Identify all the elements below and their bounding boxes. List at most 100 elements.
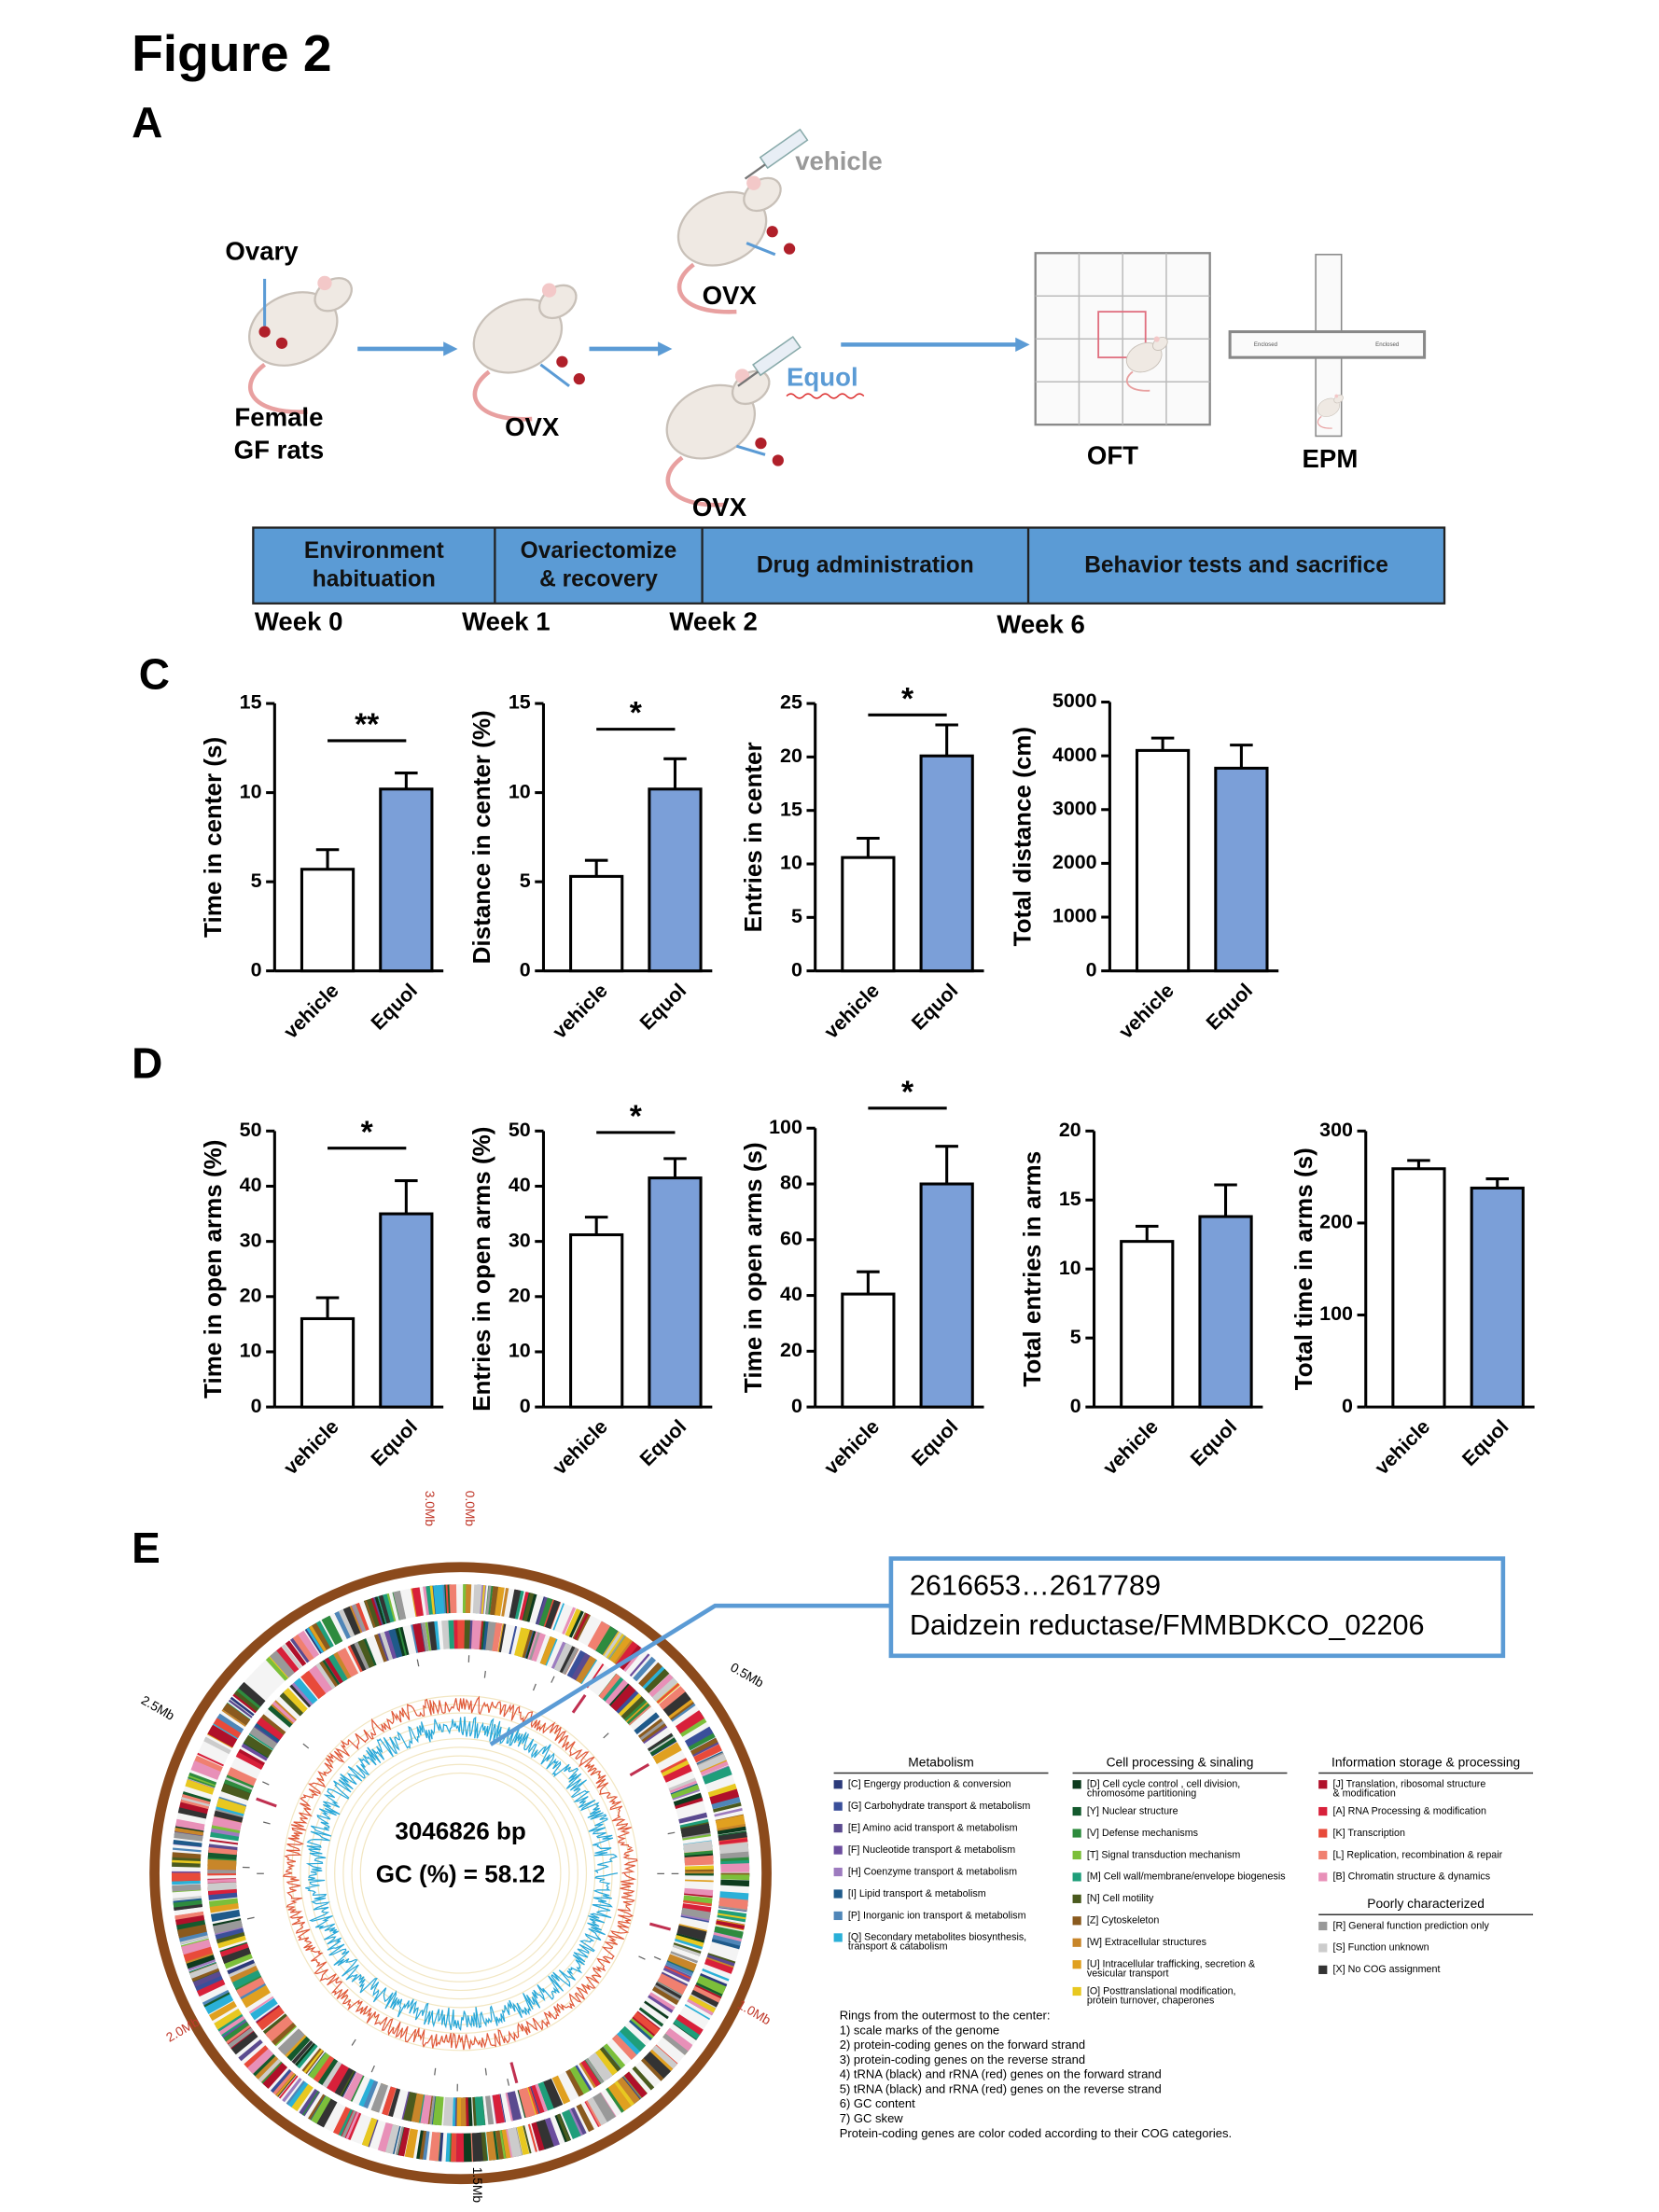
- y-tick-label: 20: [509, 1284, 531, 1306]
- timeline-bar: [252, 526, 1446, 605]
- epm-arm-label: Enclosed: [1254, 341, 1278, 348]
- legend-swatch: [833, 1845, 843, 1855]
- bar: [919, 754, 974, 973]
- rat-ear: [317, 275, 332, 291]
- week-label: Week 0: [255, 607, 343, 636]
- gene-stripes: [207, 1620, 714, 2127]
- y-tick-label: 20: [780, 1339, 802, 1361]
- rrna-tick: [571, 1694, 587, 1714]
- rrna-tick: [629, 1762, 650, 1777]
- rat-tail: [1317, 415, 1332, 429]
- ovary-dot: [766, 226, 778, 238]
- y-tick-label: 10: [509, 780, 531, 802]
- panel-label: E: [132, 1523, 160, 1572]
- arrow-head: [1015, 337, 1030, 353]
- x-tick-label: Equol: [635, 1415, 690, 1470]
- rat-icon: [472, 283, 578, 422]
- legend-label: [L] Replication, recombination & repair: [1332, 1849, 1502, 1860]
- rat-tail: [1125, 370, 1150, 392]
- y-tick-label: 5: [251, 869, 262, 892]
- rat-icon: [1317, 394, 1344, 429]
- bar: [841, 856, 896, 973]
- rna-ring: [257, 1669, 664, 2078]
- legend-label: [Q] Secondary metabolites biosynthesis,: [848, 1932, 1026, 1943]
- rat-ear: [541, 283, 557, 298]
- bar: [300, 868, 356, 973]
- y-tick-label: 5: [520, 869, 531, 892]
- x-tick-label: vehicle: [1099, 1415, 1163, 1479]
- scale-label: 1.5Mb: [470, 2167, 484, 2204]
- rings-note: 4) tRNA (black) and rRNA (red) genes on …: [840, 2067, 1162, 2081]
- legend-label: vesicular transport: [1087, 1968, 1169, 1979]
- y-axis-label: Total time in arms (s): [1290, 1148, 1317, 1390]
- diagram-label: Female: [234, 402, 323, 431]
- ovary-dot: [573, 373, 585, 385]
- legend-label: [I] Lipid transport & metabolism: [848, 1888, 986, 1899]
- x-tick-label: Equol: [1186, 1415, 1241, 1470]
- callout-text: Daidzein reductase/FMMBDKCO_02206: [910, 1609, 1425, 1641]
- rings-note: 3) protein-coding genes on the reverse s…: [840, 2052, 1085, 2066]
- legend-swatch: [1072, 1850, 1081, 1860]
- x-tick-label: Equol: [367, 1415, 422, 1470]
- y-tick-label: 100: [769, 1116, 802, 1138]
- y-tick-label: 40: [780, 1283, 802, 1305]
- x-tick-label: vehicle: [279, 1415, 342, 1479]
- rat-icon: [676, 175, 782, 314]
- week-label: Week 2: [669, 607, 758, 636]
- x-tick-label: vehicle: [279, 980, 342, 1043]
- y-tick-label: 15: [509, 691, 531, 714]
- scale-ring: [149, 1562, 772, 2185]
- bar: [648, 1176, 703, 1409]
- diagram-label: OVX: [505, 412, 560, 441]
- phase-label: Drug administration: [757, 552, 974, 577]
- genome-size: 3046826 bp: [395, 1817, 525, 1845]
- panel-label: D: [132, 1038, 162, 1087]
- figure-title: Figure 2: [132, 24, 332, 82]
- legend-swatch: [1072, 1872, 1081, 1882]
- bar: [1391, 1167, 1446, 1409]
- y-tick-label: 2000: [1053, 851, 1097, 873]
- oft-center: [1097, 311, 1147, 359]
- y-tick-label: 40: [509, 1174, 531, 1196]
- gc-curve: [305, 1716, 619, 2031]
- y-axis-label: Total distance (cm): [1008, 727, 1036, 946]
- y-axis-label: Total entries in arms: [1018, 1151, 1046, 1387]
- scale-label: 0.5Mb: [728, 1660, 766, 1690]
- y-tick-label: 0: [1070, 1395, 1081, 1417]
- y-tick-label: 0: [791, 958, 802, 981]
- legend-label: [Y] Nuclear structure: [1087, 1805, 1178, 1816]
- legend-title: Metabolism: [908, 1755, 973, 1769]
- ovary-dot: [755, 437, 767, 450]
- legend-swatch: [1318, 1872, 1328, 1882]
- legend-swatch: [833, 1780, 843, 1789]
- y-tick-label: 10: [1059, 1257, 1081, 1279]
- arrow: [746, 242, 776, 257]
- legend-label: [Z] Cytoskeleton: [1087, 1915, 1159, 1927]
- legend-swatch: [833, 1889, 843, 1899]
- y-tick-label: 300: [1319, 1119, 1353, 1141]
- legend-label: [B] Chromatin structure & dynamics: [1332, 1871, 1490, 1883]
- legend-label: [O] Posttranslational modification,: [1087, 1985, 1236, 1996]
- needle: [744, 163, 766, 180]
- ovary-dot: [556, 355, 568, 368]
- y-tick-label: 15: [1059, 1188, 1081, 1210]
- y-axis-label: Time in center (s): [199, 737, 227, 938]
- callout-text: 2616653…2617789: [910, 1569, 1161, 1601]
- panel-label: A: [132, 98, 162, 146]
- y-tick-label: 4000: [1053, 744, 1097, 766]
- y-axis-label: Distance in center (%): [467, 710, 495, 964]
- rrna-tick: [648, 1922, 671, 1931]
- gc-grid: [334, 1746, 588, 2000]
- y-axis-label: Time in open arms (s): [739, 1142, 767, 1393]
- y-tick-label: 5: [791, 905, 802, 927]
- x-tick-label: Equol: [1202, 980, 1257, 1035]
- bar: [1214, 766, 1269, 973]
- legend-label: chromosome partitioning: [1087, 1788, 1196, 1800]
- gc-grid: [325, 1738, 596, 2009]
- x-tick-label: vehicle: [549, 980, 612, 1043]
- x-tick-label: vehicle: [1371, 1415, 1434, 1479]
- x-tick-label: Equol: [635, 980, 690, 1035]
- legend-label: [W] Extracellular structures: [1087, 1937, 1206, 1948]
- rat-tail: [472, 369, 533, 422]
- scale-label: 1.0Mb: [735, 1997, 774, 2027]
